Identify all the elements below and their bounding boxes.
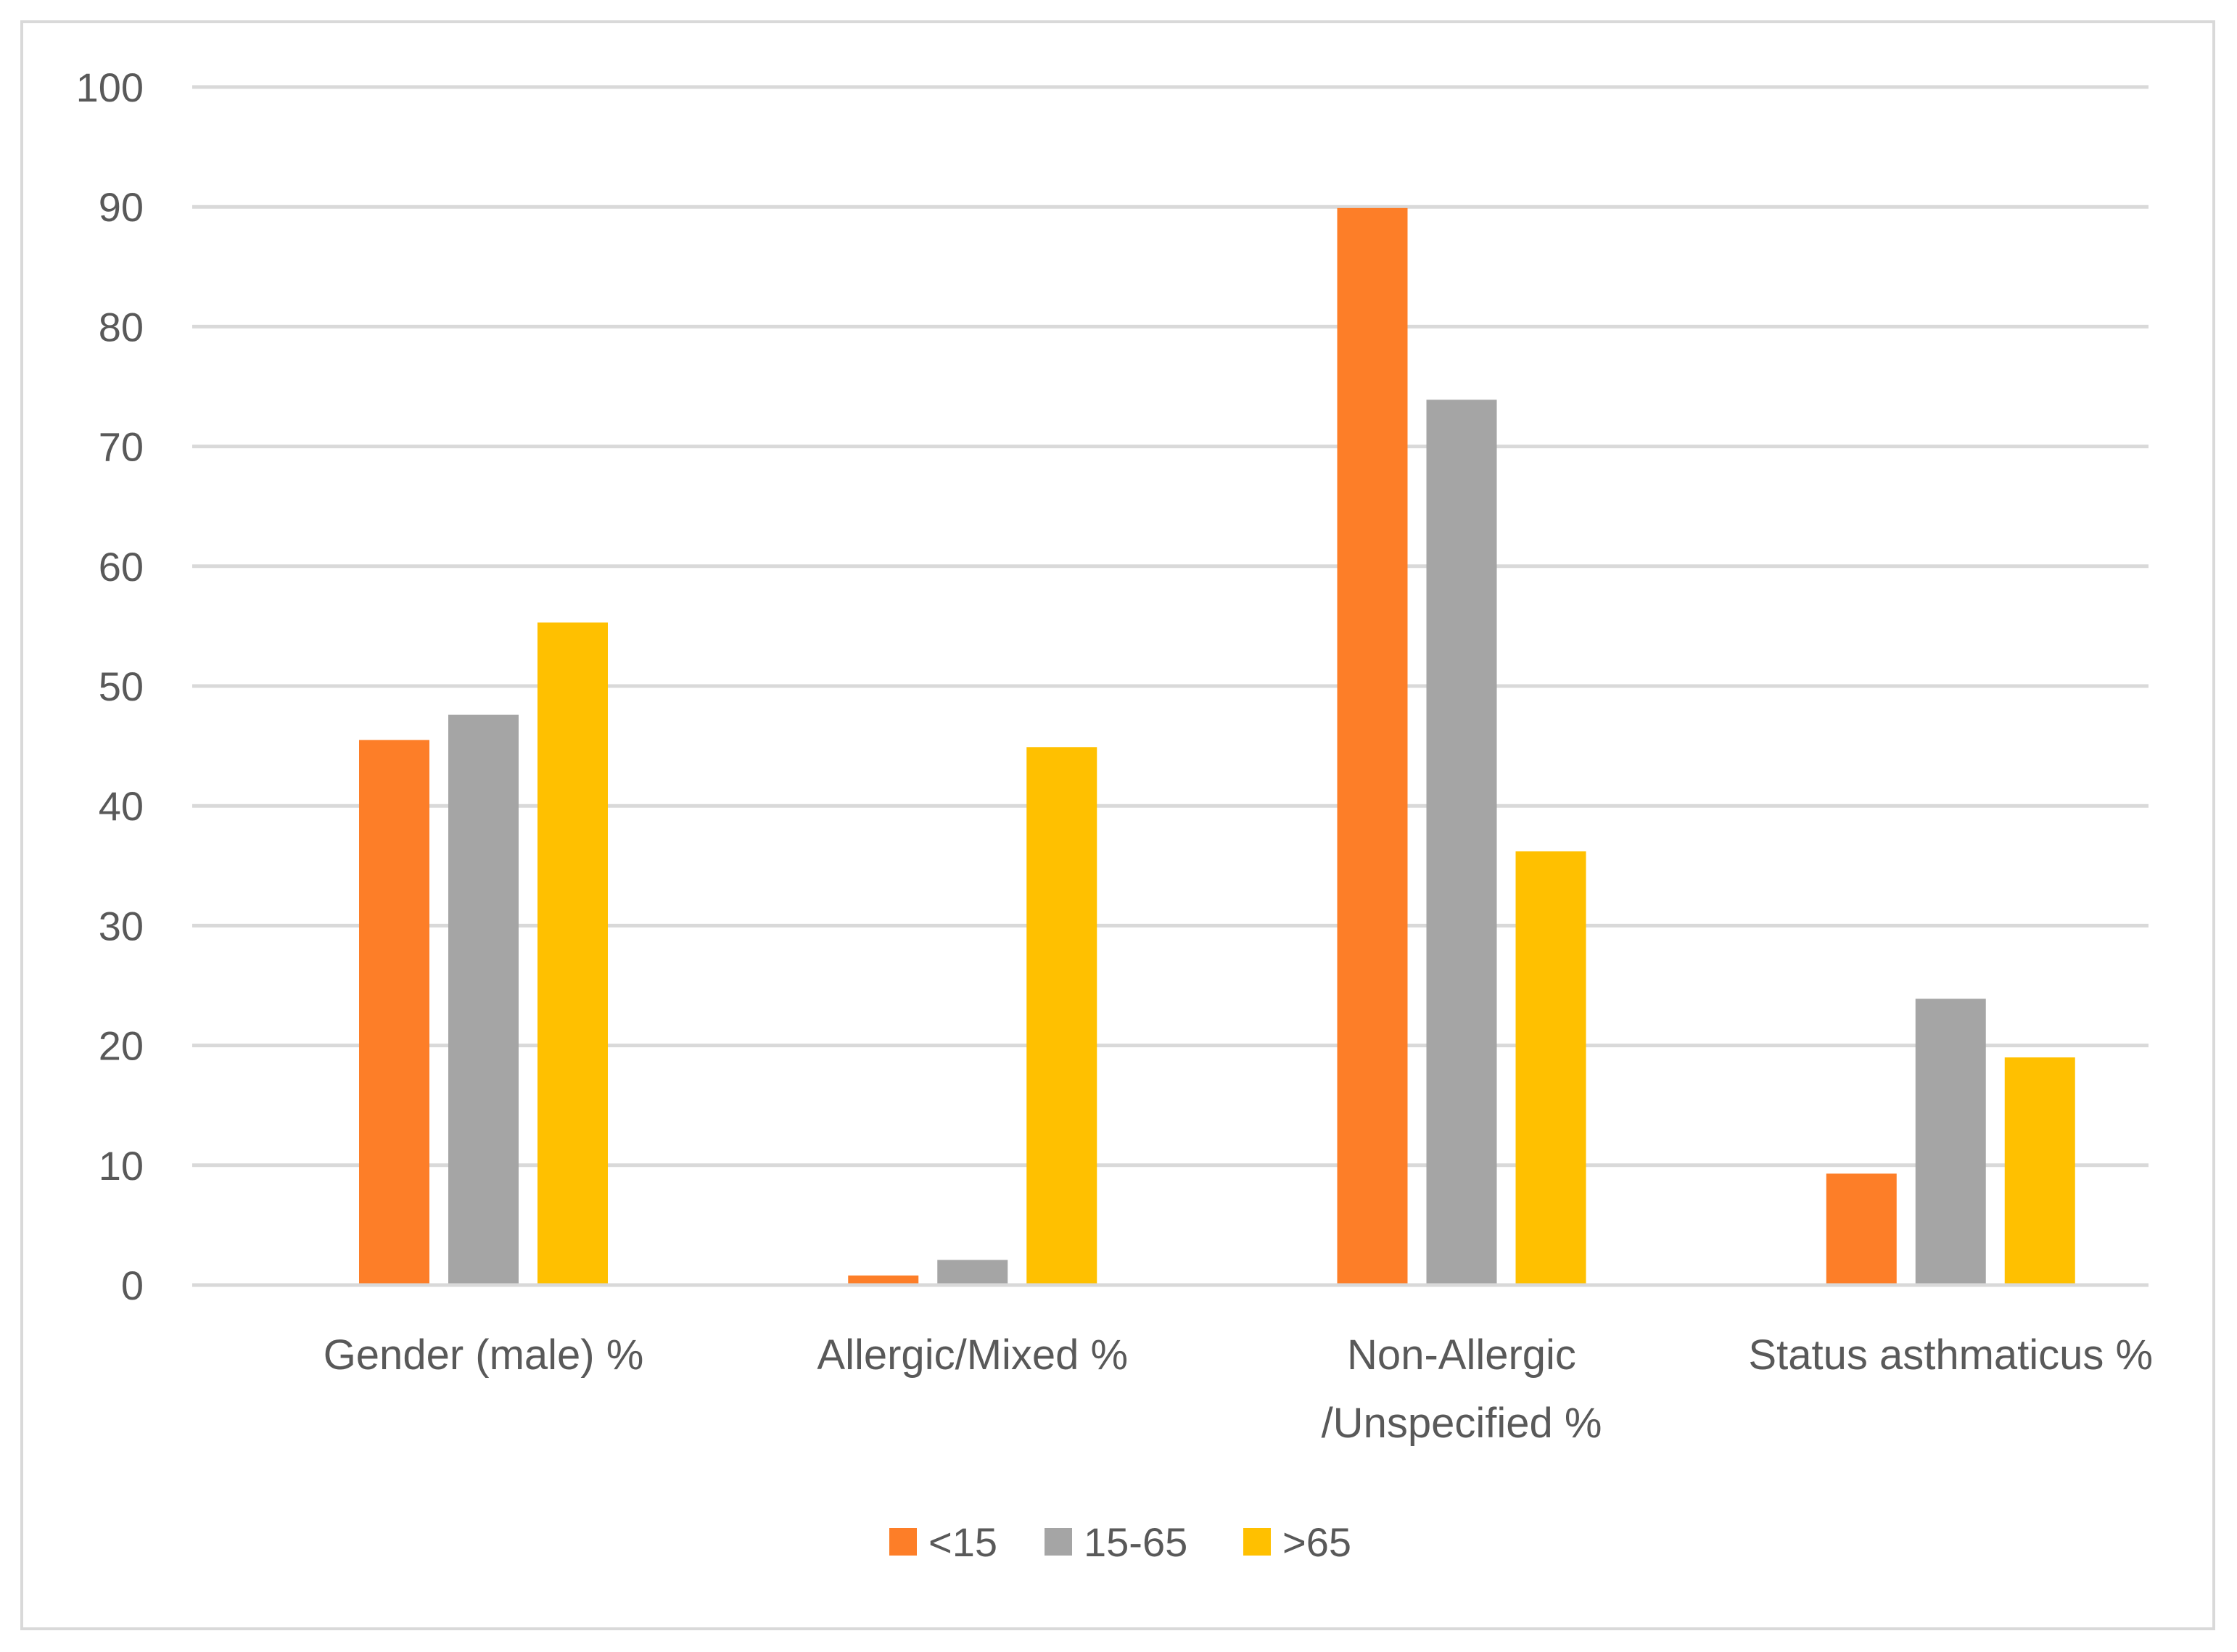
bar-over-65 — [2004, 1057, 2075, 1285]
x-category-label: Status asthmaticus % — [1748, 1331, 2153, 1379]
y-tick-label: 10 — [99, 1143, 144, 1189]
x-category-label: Allergic/Mixed % — [817, 1331, 1128, 1379]
bar-15-65 — [1915, 999, 1986, 1285]
y-tick-label: 90 — [99, 184, 144, 230]
x-category-label: Gender (male) % — [324, 1331, 644, 1379]
bar-over-65 — [1515, 851, 1586, 1285]
bar-15-65 — [448, 714, 519, 1285]
bar-15-65 — [937, 1260, 1008, 1285]
x-axis-category-labels: Gender (male) % Allergic/Mixed % Non-Aller… — [324, 1331, 2153, 1447]
legend-label: <15 — [928, 1519, 997, 1565]
bar-over-65 — [1026, 747, 1097, 1285]
y-tick-label: 80 — [99, 304, 144, 350]
legend-label: 15-65 — [1084, 1519, 1187, 1565]
bars — [359, 207, 2075, 1285]
bar-15-65 — [1426, 400, 1497, 1285]
x-category-label: /Unspecified % — [1322, 1400, 1602, 1447]
y-tick-label: 70 — [99, 424, 144, 470]
bar-over-65 — [537, 622, 608, 1285]
bar-under-15 — [848, 1275, 919, 1285]
bar-under-15 — [1826, 1173, 1897, 1285]
y-axis-tick-labels: 0 10 20 30 40 50 60 70 80 90 100 — [76, 65, 144, 1308]
legend-swatch — [889, 1528, 917, 1556]
legend-swatch — [1045, 1528, 1072, 1556]
legend-swatch — [1243, 1528, 1271, 1556]
legend: <15 15-65 >65 — [889, 1519, 1351, 1565]
y-tick-label: 50 — [99, 664, 144, 709]
y-tick-label: 40 — [99, 783, 144, 829]
bar-under-15 — [1337, 207, 1408, 1285]
y-tick-label: 60 — [99, 544, 144, 590]
y-tick-label: 0 — [121, 1263, 144, 1308]
x-category-label: Non-Allergic — [1347, 1331, 1576, 1379]
y-tick-label: 30 — [99, 903, 144, 949]
bar-under-15 — [359, 740, 429, 1285]
legend-label: >65 — [1282, 1519, 1351, 1565]
y-tick-label: 100 — [76, 65, 144, 110]
y-tick-label: 20 — [99, 1023, 144, 1069]
